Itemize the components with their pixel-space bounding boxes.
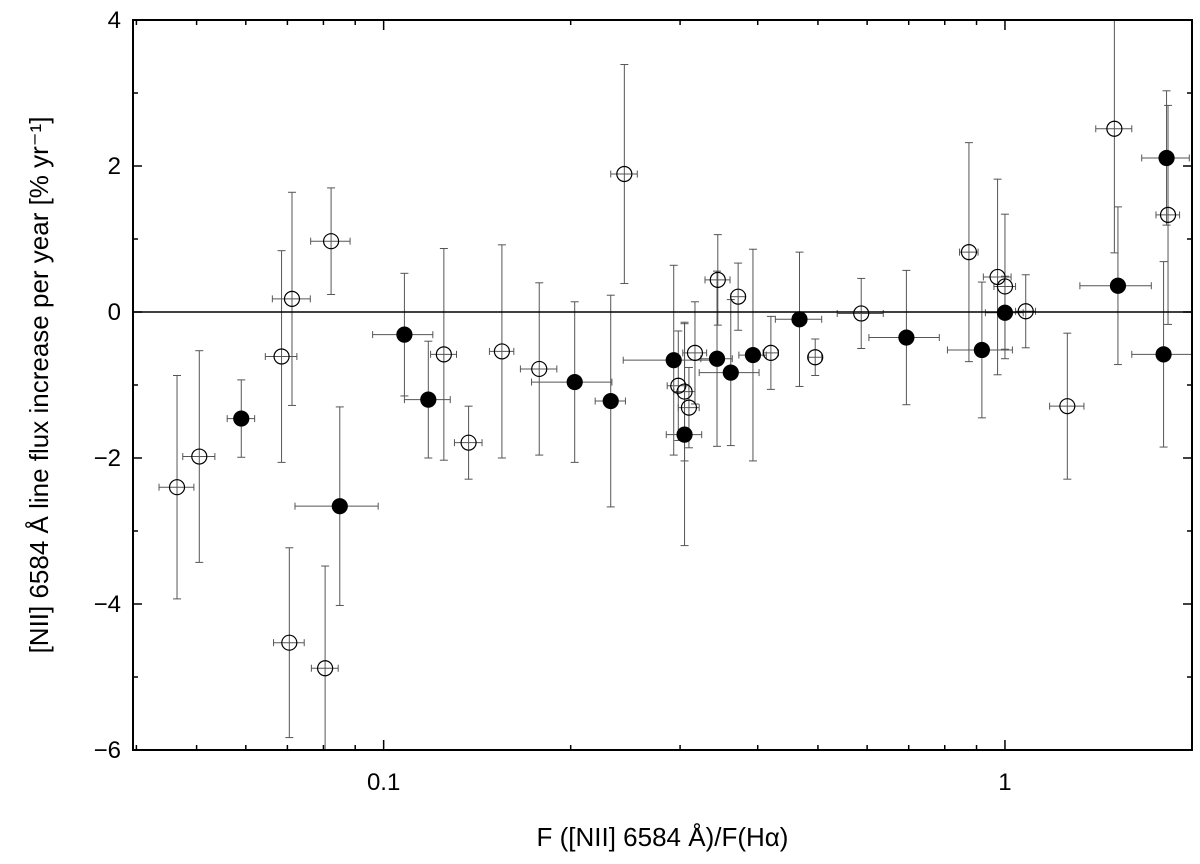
open-data-point (807, 349, 824, 366)
y-tick-label: 4 (108, 7, 121, 34)
open-data-point (686, 344, 704, 361)
filled-data-point (996, 304, 1014, 321)
y-axis-label: [NII] 6584 Å line flux increase per year… (24, 117, 54, 654)
open-data-point (616, 165, 633, 183)
filled-data-point (744, 346, 762, 364)
open-data-point (493, 343, 510, 360)
filled-data-point (331, 498, 348, 515)
open-data-point (191, 448, 208, 465)
open-data-point (960, 244, 978, 261)
open-data-point (273, 348, 290, 365)
y-tick-label: 2 (108, 153, 121, 180)
x-axis-label: F ([NII] 6584 Å)/F(Hα) (537, 822, 789, 852)
open-data-point (1017, 303, 1034, 320)
open-data-point (1059, 398, 1076, 415)
open-data-point (1106, 120, 1123, 137)
filled-data-point (1158, 149, 1175, 167)
open-data-point (435, 346, 452, 363)
open-data-point (283, 290, 301, 307)
y-tick-label: −2 (94, 445, 121, 472)
open-data-point (322, 233, 340, 250)
filled-data-point (1155, 346, 1172, 363)
filled-data-point (791, 311, 808, 328)
filled-data-point (420, 391, 437, 408)
y-tick-label: −4 (94, 591, 121, 618)
filled-data-point (676, 426, 693, 443)
x-tick-label: 1 (998, 769, 1011, 796)
filled-data-point (973, 341, 990, 359)
filled-data-point (602, 392, 619, 410)
open-data-point (680, 399, 698, 416)
open-data-point (762, 344, 779, 361)
open-data-point (996, 278, 1014, 295)
y-axis-ticks: −6 −4 −2 0 2 4 (94, 7, 1192, 764)
filled-data-point (233, 410, 250, 427)
filled-data-point (1109, 277, 1127, 294)
open-data-point (730, 288, 747, 305)
x-tick-label: 0.1 (367, 769, 400, 796)
y-tick-label: −6 (94, 737, 121, 764)
filled-data-point (722, 364, 739, 381)
x-axis-ticks: 0.1 1 (135, 20, 1193, 796)
filled-data-point (708, 350, 726, 367)
open-data-point (168, 479, 186, 496)
open-data-point (460, 434, 477, 451)
open-data-point (531, 360, 548, 378)
filled-data-point (665, 352, 682, 369)
marker-layer (168, 120, 1177, 677)
open-data-point (281, 634, 298, 651)
open-data-point (317, 660, 334, 677)
open-data-point (676, 383, 693, 400)
y-tick-label: 0 (108, 299, 121, 326)
filled-data-point (566, 373, 583, 391)
filled-data-point (898, 329, 915, 346)
open-data-point (670, 377, 687, 394)
open-data-point (709, 271, 726, 288)
open-data-point (853, 305, 870, 322)
open-data-point (1159, 206, 1177, 224)
filled-data-point (396, 326, 413, 343)
